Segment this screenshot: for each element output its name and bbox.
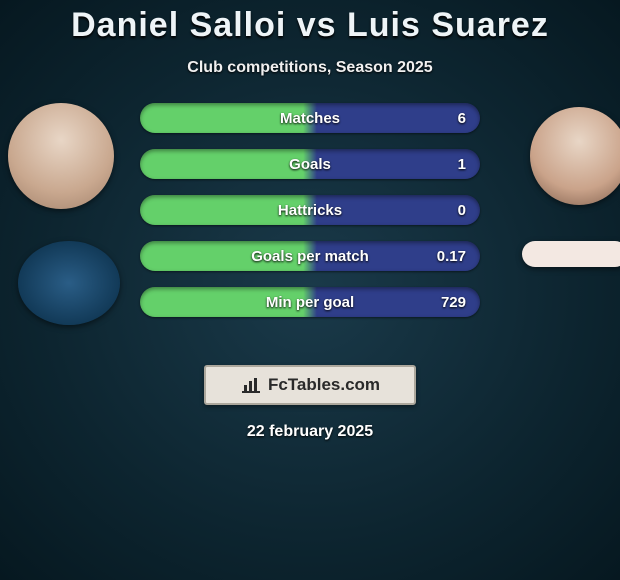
player2-avatar: [530, 107, 620, 205]
stat-row: Goals 1: [140, 149, 480, 179]
player1-club-badge: [18, 241, 120, 325]
stat-rows: Matches 6 Goals 1 Hattricks 0 Goals per match 0…: [140, 103, 480, 333]
stat-value-right: 0.17: [437, 248, 466, 265]
stat-label: Matches: [280, 110, 340, 127]
date-label: 22 february 2025: [0, 423, 620, 441]
comparison-arena: Matches 6 Goals 1 Hattricks 0 Goals per match 0…: [0, 103, 620, 353]
stat-value-right: 729: [441, 294, 466, 311]
stat-label: Goals: [289, 156, 331, 173]
stat-label: Hattricks: [278, 202, 342, 219]
stat-value-right: 1: [458, 156, 466, 173]
subtitle: Club competitions, Season 2025: [0, 59, 620, 77]
player2-club-badge: [522, 241, 620, 267]
stat-row: Hattricks 0: [140, 195, 480, 225]
player1-avatar: [8, 103, 114, 209]
stat-row: Goals per match 0.17: [140, 241, 480, 271]
stat-value-right: 0: [458, 202, 466, 219]
stat-label: Min per goal: [266, 294, 354, 311]
page-title: Daniel Salloi vs Luis Suarez: [0, 0, 620, 45]
stat-row: Min per goal 729: [140, 287, 480, 317]
stat-row: Matches 6: [140, 103, 480, 133]
chart-icon: [240, 376, 262, 394]
badge-text: FcTables.com: [268, 375, 380, 395]
stat-value-right: 6: [458, 110, 466, 127]
stat-label: Goals per match: [251, 248, 369, 265]
source-badge: FcTables.com: [204, 365, 416, 405]
